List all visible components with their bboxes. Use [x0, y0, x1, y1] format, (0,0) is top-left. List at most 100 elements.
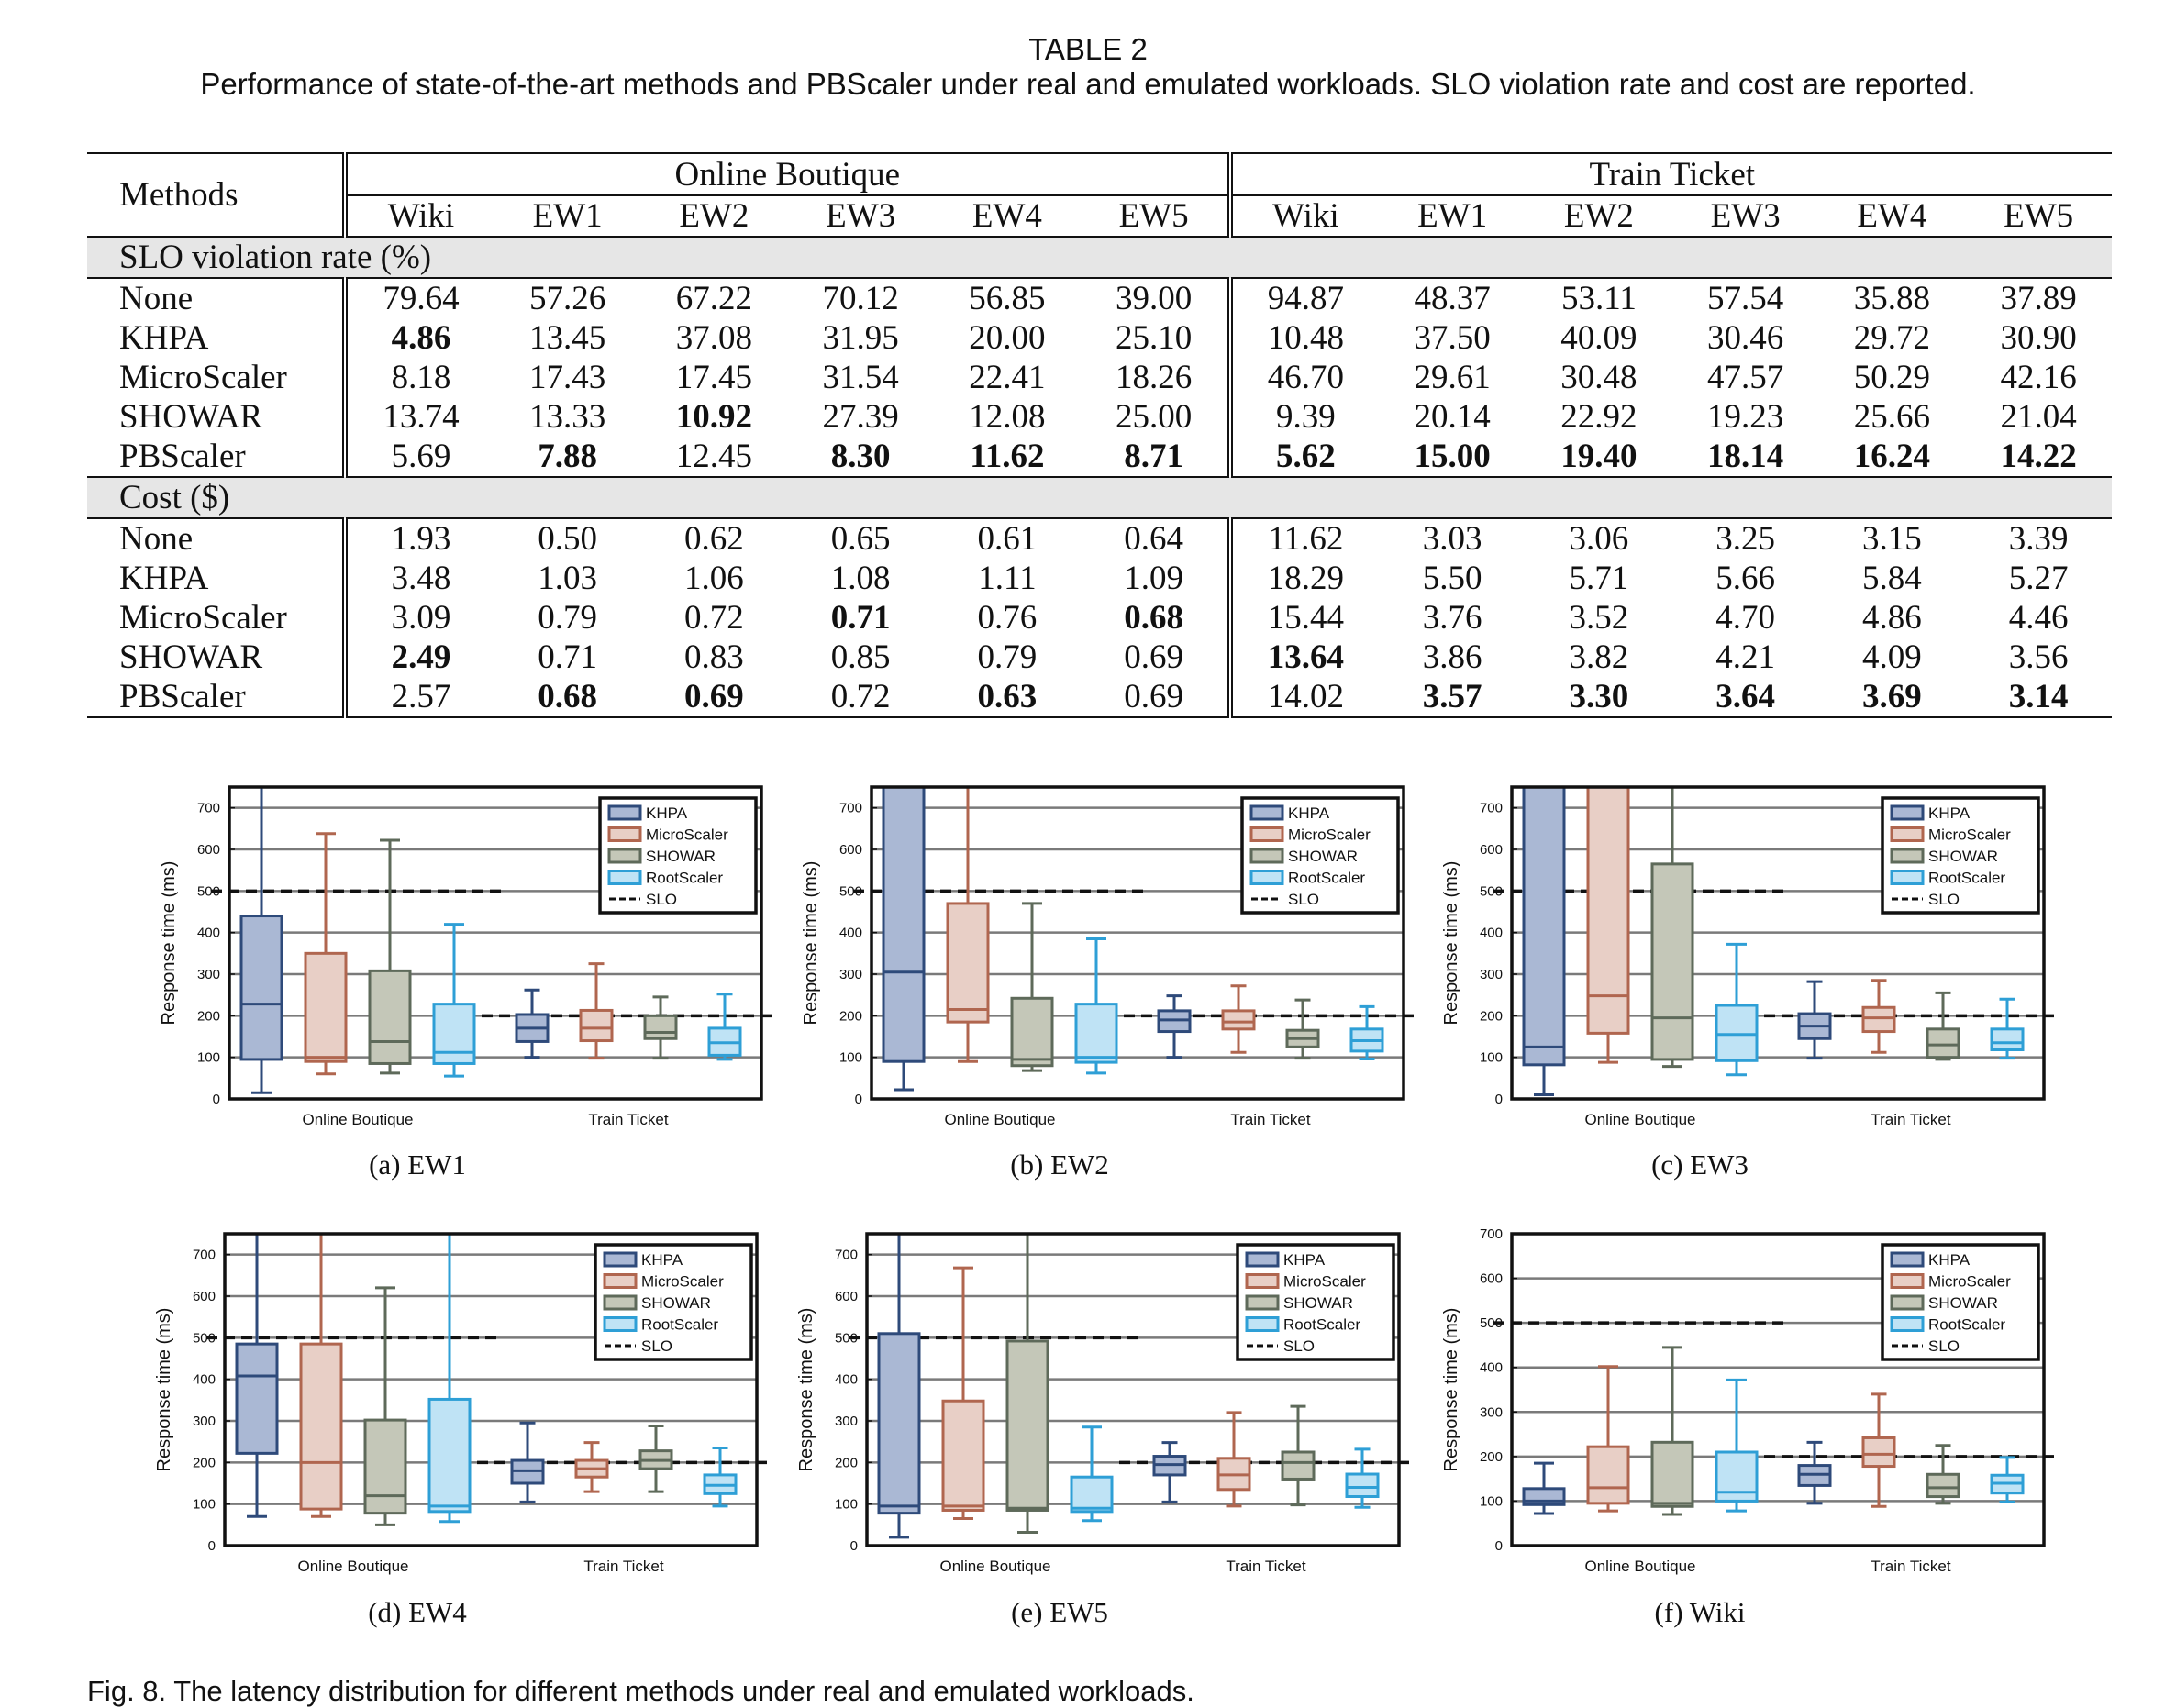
y-tick-label: 700 [839, 801, 862, 816]
table-cell: 11.62 [1233, 518, 1380, 559]
legend: KHPA MicroScaler SHOWAR RootScaler SLO [598, 796, 758, 915]
legend-label: RootScaler [646, 870, 723, 887]
table-cell: 0.79 [494, 598, 641, 638]
value: 31.54 [822, 359, 899, 396]
y-tick-label: 700 [193, 1248, 216, 1263]
best-value: 0.63 [977, 678, 1038, 715]
box-rootscaler [1345, 1447, 1380, 1509]
table-cell: 19.40 [1526, 437, 1672, 478]
legend-label: MicroScaler [641, 1273, 724, 1291]
box-khpa [1152, 1441, 1187, 1503]
table-cell: 12.45 [640, 437, 788, 478]
table-cell: 3.30 [1526, 677, 1672, 718]
table-cell: 10.48 [1233, 318, 1380, 358]
box-khpa [235, 1234, 279, 1518]
value: 20.00 [969, 319, 1046, 357]
value: 5.71 [1569, 560, 1629, 597]
method-name: SHOWAR [119, 638, 263, 676]
iqr-box [1990, 1027, 2025, 1052]
best-value: 3.14 [2008, 678, 2069, 715]
y-tick-label: 500 [197, 883, 220, 899]
value: 70.12 [822, 280, 899, 317]
legend-label: RootScaler [1928, 870, 2005, 887]
value: 21.04 [2000, 398, 2077, 436]
legend-label: MicroScaler [1288, 826, 1371, 844]
x-category-label: Train Ticket [1871, 1111, 1951, 1128]
x-category-label: Online Boutique [298, 1558, 409, 1575]
legend: KHPA MicroScaler SHOWAR RootScaler SLO [1236, 1243, 1395, 1361]
legend-swatch [1249, 870, 1284, 885]
box-microscaler [304, 832, 348, 1076]
best-value: 7.88 [538, 438, 598, 475]
value: 0.50 [538, 520, 598, 558]
legend-swatch [607, 826, 642, 842]
table-cell: 67.22 [641, 278, 788, 318]
iqr-box [1345, 1472, 1380, 1499]
table-cell: 1.06 [641, 559, 788, 598]
boxplot-svg: 0 100 200 300 400 500 600 700 Response time (ms)… [1441, 785, 2058, 1128]
table-row: MicroScaler 8.18 17.43 17.45 31.54 22.41 18.26… [87, 358, 2112, 397]
iqr-box [1010, 996, 1054, 1068]
legend-swatch [603, 1273, 638, 1289]
value: 1.11 [978, 560, 1037, 597]
box-showar [1926, 1444, 1960, 1505]
table-cell: 0.61 [934, 518, 1081, 559]
value: 12.45 [675, 438, 753, 475]
box-khpa [1522, 785, 1566, 1096]
y-tick-label: 300 [197, 967, 220, 982]
table-cell: 19.23 [1672, 397, 1819, 437]
y-tick-label: 0 [213, 1092, 220, 1107]
table-cell: 48.37 [1379, 278, 1526, 318]
legend-label: SLO [646, 891, 677, 908]
y-tick-label: 400 [1480, 926, 1503, 941]
box-rootscaler [432, 923, 476, 1078]
table-cell: 13.74 [348, 397, 494, 437]
value: 0.69 [1124, 638, 1183, 676]
table-cell: 0.79 [934, 638, 1081, 677]
legend-swatch [1890, 1294, 1925, 1311]
table-cell: 3.48 [348, 559, 494, 598]
value: 3.52 [1569, 599, 1629, 637]
table-cell: 0.85 [787, 638, 934, 677]
table-cell: 22.92 [1526, 397, 1672, 437]
y-tick-label: 600 [193, 1289, 216, 1304]
best-value: 8.30 [830, 438, 891, 475]
table-cell: 0.65 [787, 518, 934, 559]
table-cell: 3.52 [1526, 598, 1672, 638]
value: 29.72 [1853, 319, 1930, 357]
box-showar [363, 1286, 407, 1526]
value: 56.85 [969, 280, 1046, 317]
legend-swatch [603, 1251, 638, 1268]
value: 37.89 [2000, 280, 2077, 317]
legend-label: MicroScaler [1283, 1273, 1366, 1291]
column-header: EW2 [640, 195, 788, 238]
table-cell: 1.03 [494, 559, 641, 598]
box-showar [1285, 998, 1320, 1060]
y-tick-label: 600 [197, 842, 220, 858]
table-cell: 14.02 [1232, 677, 1380, 718]
table-cell: 20.00 [934, 318, 1081, 358]
y-tick-label: 600 [1480, 842, 1503, 858]
box-microscaler [579, 962, 614, 1060]
x-category-label: Train Ticket [583, 1558, 664, 1575]
legend-label: SLO [641, 1337, 672, 1355]
legend-swatch [1245, 1316, 1280, 1332]
y-tick-label: 0 [1495, 1092, 1503, 1107]
best-value: 14.22 [2000, 438, 2077, 475]
section-title: SLO violation rate (%) [87, 237, 2112, 279]
y-tick-label: 400 [835, 1372, 858, 1388]
value: 31.95 [822, 319, 899, 357]
legend-swatch [603, 1294, 638, 1311]
legend-label: SHOWAR [1928, 1294, 1998, 1312]
y-tick-label: 200 [1480, 1449, 1503, 1465]
best-value: 13.64 [1267, 638, 1345, 676]
value: 15.44 [1267, 599, 1345, 637]
y-tick-label: 700 [835, 1248, 858, 1263]
box-rootscaler [1990, 1456, 2025, 1503]
y-tick-label: 0 [855, 1092, 862, 1107]
column-header: EW5 [1080, 195, 1230, 238]
plot-frame [1510, 785, 2046, 1101]
iqr-box [1861, 1005, 1896, 1034]
iqr-box [427, 1397, 472, 1514]
table-cell: 15.00 [1379, 437, 1527, 478]
